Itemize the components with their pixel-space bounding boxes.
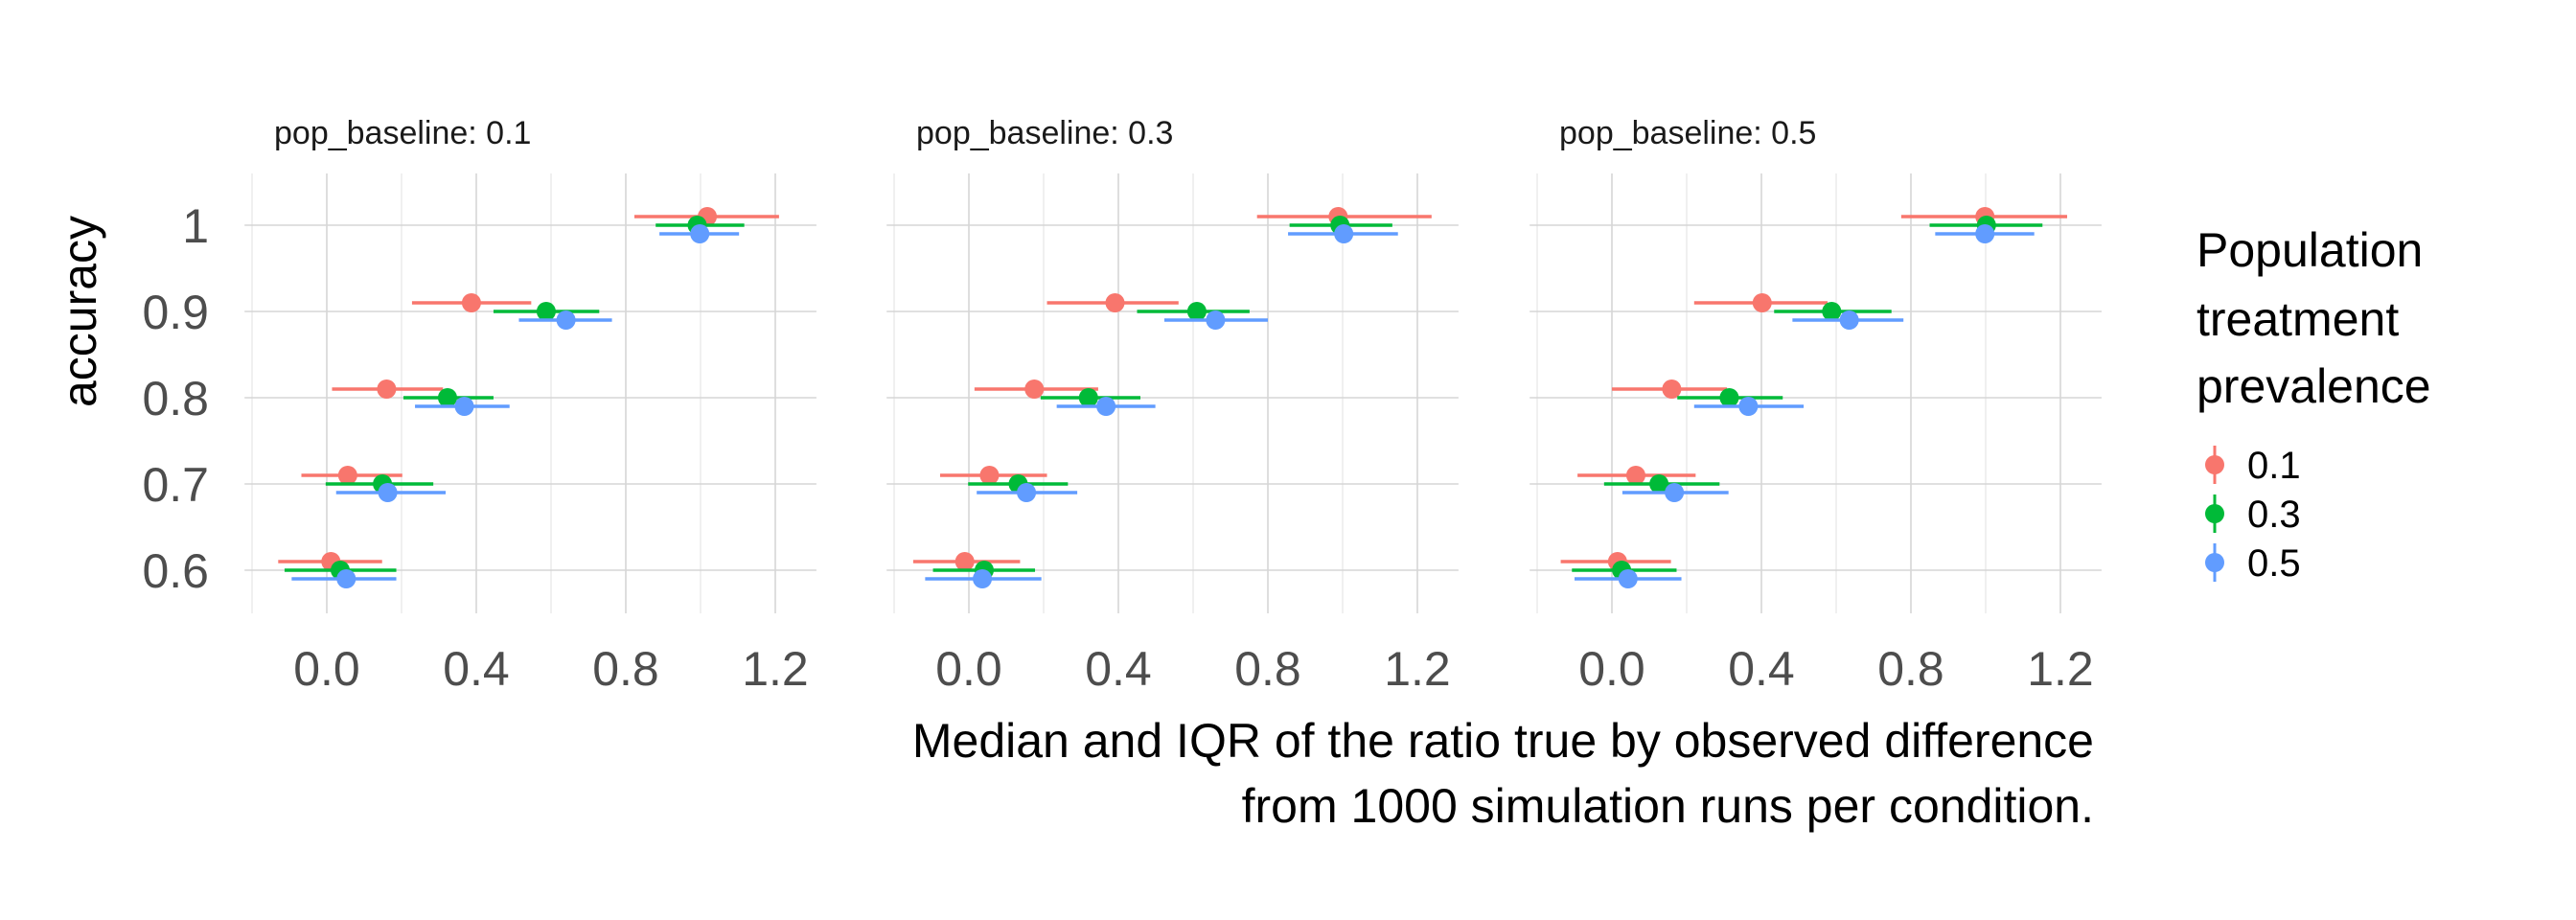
median-point-0.5 <box>1665 483 1685 502</box>
x-tick-label: 0.0 <box>935 642 1002 696</box>
median-point-0.5 <box>1975 224 1995 243</box>
median-point-0.5 <box>336 569 356 588</box>
median-point-0.1 <box>1752 293 1772 312</box>
median-point-0.5 <box>556 310 576 330</box>
legend-label-0.3: 0.3 <box>2247 494 2301 536</box>
x-axis-title-line-1: Median and IQR of the ratio true by obse… <box>912 714 2094 768</box>
median-point-0.5 <box>1096 397 1116 416</box>
median-point-0.1 <box>461 293 481 312</box>
x-tick-label: 1.2 <box>2027 642 2094 696</box>
median-point-0.1 <box>979 466 1000 485</box>
legend-label-0.1: 0.1 <box>2247 445 2301 487</box>
median-point-0.3 <box>1186 302 1207 321</box>
facet-strip-title: pop_baseline: 0.3 <box>916 115 1173 151</box>
median-point-0.3 <box>536 302 556 321</box>
y-tick-label: 0.9 <box>142 286 209 339</box>
legend: Population treatment prevalence 0.10.30.… <box>2196 223 2431 585</box>
legend-title-line-1: Population <box>2196 223 2423 277</box>
median-point-0.1 <box>1024 380 1045 399</box>
x-axis-title-line-2: from 1000 simulation runs per condition. <box>1242 779 2094 833</box>
legend-label-0.5: 0.5 <box>2247 542 2301 585</box>
y-tick-labels: 0.6 0.7 0.8 0.9 1 <box>142 199 209 598</box>
facet-panel-1: 0.0 0.4 0.8 1.2 pop_baseline: 0.1 <box>244 115 816 696</box>
x-tick-label: 0.4 <box>1085 642 1152 696</box>
x-tick-label: 0.4 <box>1728 642 1795 696</box>
facet-strip-title: pop_baseline: 0.5 <box>1559 115 1816 151</box>
median-point-0.1 <box>377 380 397 399</box>
x-tick-label: 0.0 <box>293 642 360 696</box>
median-point-0.5 <box>1839 310 1859 330</box>
legend-key-point-0.3 <box>2205 504 2224 523</box>
median-point-0.5 <box>973 569 993 588</box>
median-point-0.5 <box>1618 569 1638 588</box>
median-point-0.1 <box>954 552 975 571</box>
x-tick-label: 1.2 <box>742 642 809 696</box>
facet-panels: 0.0 0.4 0.8 1.2 pop_baseline: 0.1 0.0 0.4 0.8 1.… <box>244 115 2102 696</box>
median-point-0.3 <box>437 388 457 407</box>
median-point-0.5 <box>1334 224 1354 243</box>
facet-strip-title: pop_baseline: 0.1 <box>274 115 531 151</box>
legend-key-point-0.5 <box>2205 553 2224 572</box>
median-point-0.5 <box>1206 310 1226 330</box>
median-point-0.3 <box>1078 388 1098 407</box>
x-tick-label: 0.8 <box>1877 642 1944 696</box>
legend-title-line-3: prevalence <box>2196 359 2431 413</box>
y-axis-title: accuracy <box>53 216 106 407</box>
median-point-0.5 <box>378 483 398 502</box>
facet-panel-3: 0.0 0.4 0.8 1.2 pop_baseline: 0.5 <box>1530 115 2102 696</box>
x-tick-label: 0.8 <box>592 642 659 696</box>
y-tick-label: 0.6 <box>142 544 209 598</box>
median-point-0.5 <box>1017 483 1037 502</box>
y-tick-label: 1 <box>182 199 209 253</box>
median-point-0.1 <box>1105 293 1125 312</box>
median-point-0.1 <box>1625 466 1645 485</box>
median-point-0.5 <box>454 397 474 416</box>
median-point-0.1 <box>337 466 357 485</box>
legend-key-point-0.1 <box>2205 455 2224 474</box>
y-tick-label: 0.8 <box>142 372 209 426</box>
x-tick-label: 0.0 <box>1578 642 1645 696</box>
legend-keys: 0.1 0.3 0.5 <box>2205 445 2301 585</box>
x-tick-label: 1.2 <box>1384 642 1451 696</box>
x-tick-label: 0.8 <box>1234 642 1301 696</box>
median-point-0.3 <box>1822 302 1842 321</box>
x-tick-label: 0.4 <box>443 642 510 696</box>
median-point-0.5 <box>1738 397 1759 416</box>
median-point-0.3 <box>1719 388 1739 407</box>
median-point-0.1 <box>1662 380 1682 399</box>
y-tick-label: 0.7 <box>142 458 209 512</box>
median-point-0.3 <box>1649 474 1669 494</box>
legend-title-line-2: treatment <box>2196 292 2399 346</box>
median-point-0.5 <box>690 224 710 243</box>
facet-panel-2: 0.0 0.4 0.8 1.2 pop_baseline: 0.3 <box>886 115 1459 696</box>
